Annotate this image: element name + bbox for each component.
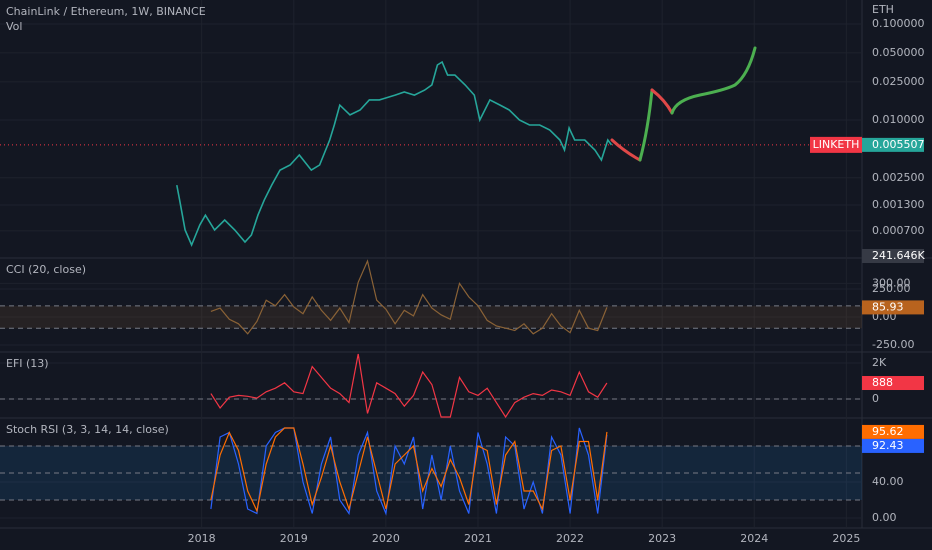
series-line — [210, 353, 608, 419]
y-tick-label: 0.001300 — [872, 198, 925, 211]
pane-title: Stoch RSI (3, 3, 14, 14, close) — [6, 423, 169, 436]
x-tick-label: 2021 — [464, 532, 492, 545]
x-tick-label: 2024 — [740, 532, 768, 545]
last-value-box — [862, 300, 924, 315]
y-tick-label: 0 — [872, 392, 879, 405]
y-tick-label: 0.050000 — [872, 46, 925, 59]
y-tick-label: 250.00 — [872, 282, 911, 295]
x-tick-label: 2018 — [188, 532, 216, 545]
last-value-box — [862, 438, 924, 453]
x-tick-label: 2025 — [832, 532, 860, 545]
series-line — [176, 60, 613, 248]
y-tick-label: 0.002500 — [872, 171, 925, 184]
x-tick-label: 2020 — [372, 532, 400, 545]
y-tick-label: 0.00 — [872, 511, 897, 524]
y-tick-label: 0.000700 — [872, 224, 925, 237]
series-line — [210, 259, 608, 335]
x-tick-label: 2022 — [556, 532, 584, 545]
x-tick-label: 2019 — [280, 532, 308, 545]
projection-drawing — [610, 46, 757, 162]
volume-label: 241.646K — [872, 249, 925, 262]
symbol-label: LINKETH — [813, 138, 860, 151]
last-value-box — [862, 137, 924, 152]
pane-title: ChainLink / Ethereum, 1W, BINANCE — [6, 5, 206, 18]
last-value-label: 95.62 — [872, 425, 904, 438]
last-value-label: 888 — [872, 376, 893, 389]
projection-up — [638, 88, 654, 162]
y-tick-label: 300.00 — [872, 276, 911, 289]
y-tick-label: 2K — [872, 356, 887, 369]
pane-title: EFI (13) — [6, 357, 49, 370]
last-value-box — [862, 424, 924, 439]
last-value-label: 0.005507 — [872, 138, 925, 151]
y-tick-label: 40.00 — [872, 475, 904, 488]
volume-box — [862, 249, 924, 263]
projection-down — [610, 138, 642, 162]
y-tick-label: 0.025000 — [872, 75, 925, 88]
series-line — [210, 427, 608, 513]
projection-rise — [670, 46, 757, 115]
last-value-label: 92.43 — [872, 439, 904, 452]
symbol-box — [810, 136, 862, 153]
last-value-box — [862, 376, 924, 391]
pane-title: CCI (20, close) — [6, 263, 86, 276]
pane-subtitle: Vol — [6, 20, 22, 33]
band-fill — [0, 305, 862, 329]
y-tick-label: 0.010000 — [872, 113, 925, 126]
y-tick-label: 0.100000 — [872, 17, 925, 30]
band-fill — [0, 445, 862, 501]
axis-unit: ETH — [872, 3, 894, 16]
x-tick-label: 2023 — [648, 532, 676, 545]
last-value-label: 85.93 — [872, 300, 904, 313]
projection-dip — [650, 88, 674, 115]
y-tick-label: -250.00 — [872, 338, 914, 351]
